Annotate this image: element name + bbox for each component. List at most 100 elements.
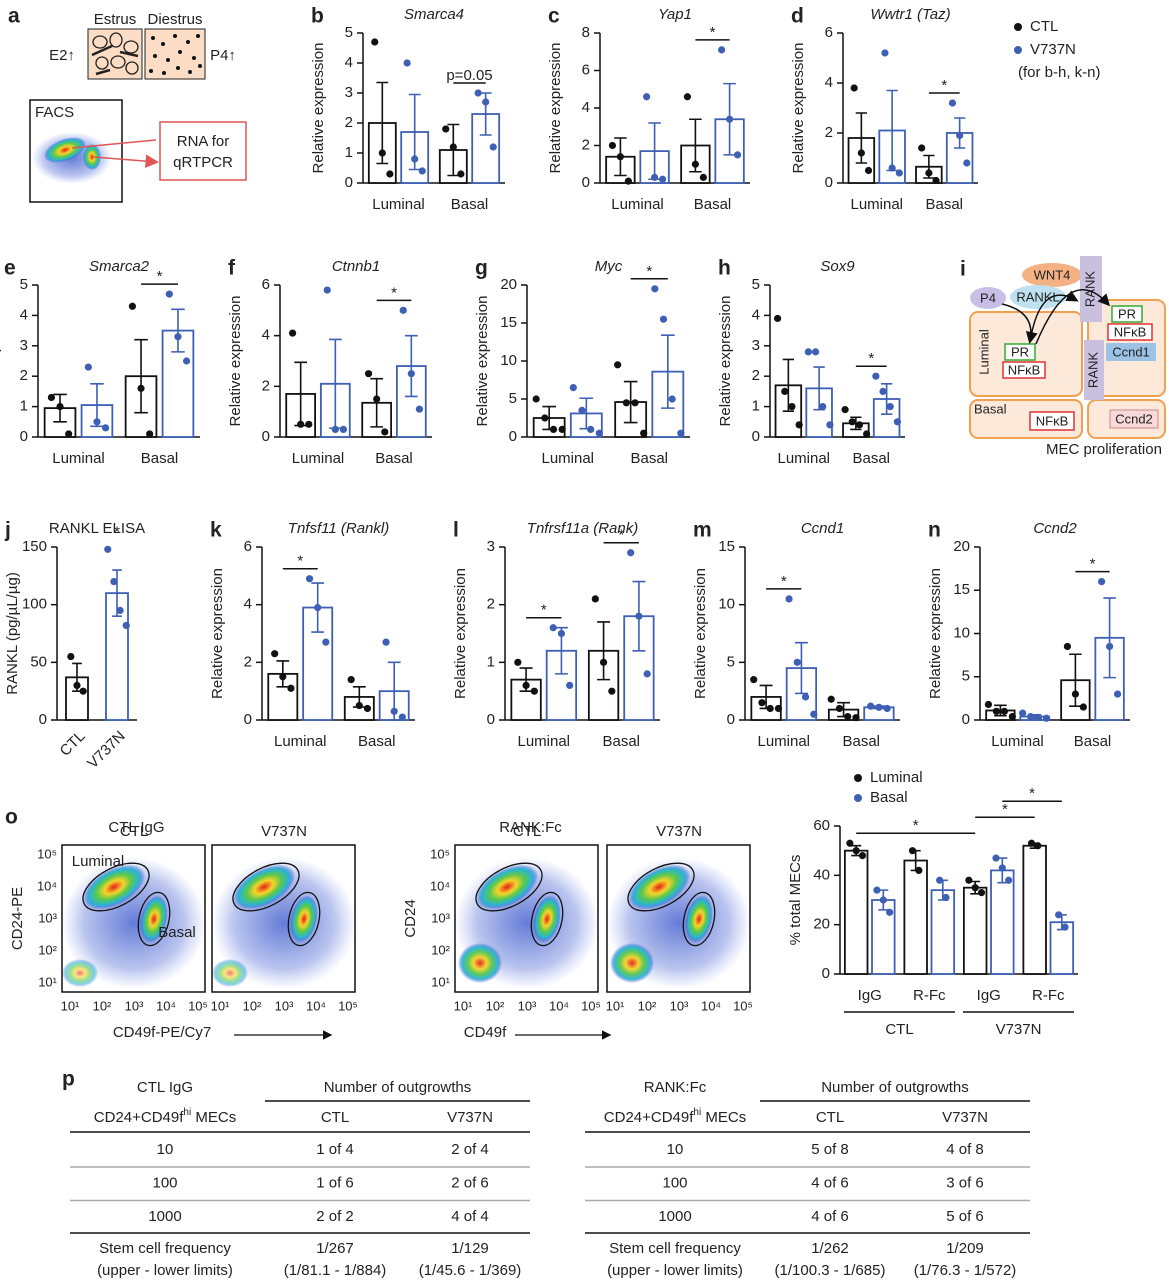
- y-tick-label: 0: [727, 711, 735, 728]
- y-tick-label: 10²: [431, 942, 450, 957]
- y-tick-label: 40: [813, 866, 830, 883]
- cell: 5 of 8: [811, 1141, 849, 1158]
- data-point: [1005, 876, 1013, 884]
- data-point: [726, 115, 734, 123]
- cell: 4 of 6: [811, 1174, 849, 1191]
- data-point: [297, 420, 305, 428]
- gate: [530, 891, 564, 947]
- label: MEC proliferation: [1046, 441, 1162, 458]
- data-point: [104, 545, 112, 553]
- data-point: [599, 658, 608, 666]
- data-point: [932, 176, 940, 185]
- nfkb-box: [1029, 411, 1075, 431]
- y-tick-label: 10⁴: [430, 878, 450, 893]
- y-tick-label: 6: [244, 538, 252, 555]
- y-tick-label: 0: [752, 428, 760, 445]
- data-point: [875, 703, 883, 711]
- data-point: [314, 603, 322, 612]
- data-point: [886, 908, 894, 916]
- y-tick-label: 20: [813, 916, 830, 933]
- data-point: [514, 658, 522, 666]
- data-point: [557, 629, 566, 638]
- y-axis-label: Relative expression: [452, 568, 469, 699]
- panel-letter: a: [8, 5, 20, 28]
- data-point: [785, 595, 793, 603]
- x-tick-label: 10¹: [61, 998, 80, 1013]
- cell: (upper - lower limits): [97, 1262, 233, 1279]
- label: NFκB: [1008, 362, 1041, 377]
- data-point: [766, 704, 774, 713]
- label: Ccnd1: [1112, 344, 1150, 359]
- data-point: [1019, 709, 1027, 717]
- data-point: [614, 361, 622, 369]
- data-point: [918, 144, 926, 152]
- y-tick-label: 15: [953, 581, 970, 598]
- data-point: [608, 687, 616, 695]
- data-point: [844, 712, 852, 721]
- cell: 1000: [658, 1208, 691, 1225]
- y-tick-label: 1: [20, 398, 28, 415]
- data-point: [305, 420, 313, 428]
- y-tick-label: 1: [487, 653, 495, 670]
- data-point: [893, 418, 902, 426]
- y-tick-label: 10: [718, 596, 735, 613]
- data-point: [793, 658, 801, 666]
- data-point: [835, 704, 844, 713]
- data-point: [407, 370, 415, 378]
- data-point: [541, 414, 549, 422]
- data-point: [403, 59, 411, 67]
- error-bar: [1103, 597, 1116, 679]
- legend-label: CTL: [1030, 18, 1058, 35]
- cell: 100: [152, 1174, 177, 1191]
- data-point: [1008, 712, 1016, 721]
- x-tick-label: 10³: [670, 998, 689, 1013]
- data-point: [182, 357, 191, 365]
- data-point: [992, 854, 1000, 862]
- table-title: CTL IgG: [137, 1079, 193, 1096]
- y-tick-label: 10³: [431, 910, 450, 925]
- data-point: [841, 406, 849, 414]
- data-point: [699, 173, 707, 181]
- arrows: [1001, 289, 1111, 345]
- y-tick-label: 0: [822, 965, 830, 982]
- x-tick-label: Basal: [602, 733, 640, 750]
- x-tick-label: IgG: [977, 987, 1001, 1004]
- data-point: [1027, 839, 1036, 847]
- significance-label: *: [913, 817, 919, 834]
- x-tick-label: R-Fc: [1032, 987, 1065, 1004]
- data-point: [591, 595, 599, 603]
- x-tick-label: Basal: [451, 196, 489, 213]
- data-point: [635, 612, 643, 620]
- legend-note: (for b-h, k-n): [1018, 64, 1101, 81]
- data-point: [879, 896, 887, 904]
- cell: 2 of 4: [451, 1141, 489, 1158]
- data-point: [271, 650, 279, 658]
- data-point: [449, 143, 457, 151]
- data-point: [971, 884, 979, 892]
- y-tick-label: 5: [509, 390, 517, 407]
- bar: [903, 859, 928, 975]
- y-tick-label: 10¹: [38, 974, 57, 989]
- x-tick-label: Basal: [630, 450, 668, 467]
- gate: [232, 862, 300, 912]
- y-tick-label: 3: [752, 337, 760, 354]
- density: [458, 943, 502, 983]
- rna-box: [159, 121, 247, 181]
- column-header: V737N: [942, 1109, 988, 1126]
- data-point: [418, 167, 426, 175]
- cell: Stem cell frequency: [99, 1240, 231, 1257]
- x-axis-label: CD49f: [464, 1024, 507, 1041]
- x-tick-label: 10⁵: [581, 998, 601, 1013]
- data-point: [569, 384, 577, 392]
- y-tick-label: 4: [244, 596, 252, 613]
- gate-label: Luminal: [72, 853, 125, 870]
- density: [62, 959, 98, 987]
- data-point: [137, 384, 145, 392]
- gate: [682, 891, 716, 947]
- significance-label: *: [941, 77, 947, 94]
- y-tick-label: 100: [22, 596, 47, 613]
- bar: [843, 849, 869, 975]
- data-point: [863, 430, 871, 438]
- data-point: [1061, 923, 1069, 931]
